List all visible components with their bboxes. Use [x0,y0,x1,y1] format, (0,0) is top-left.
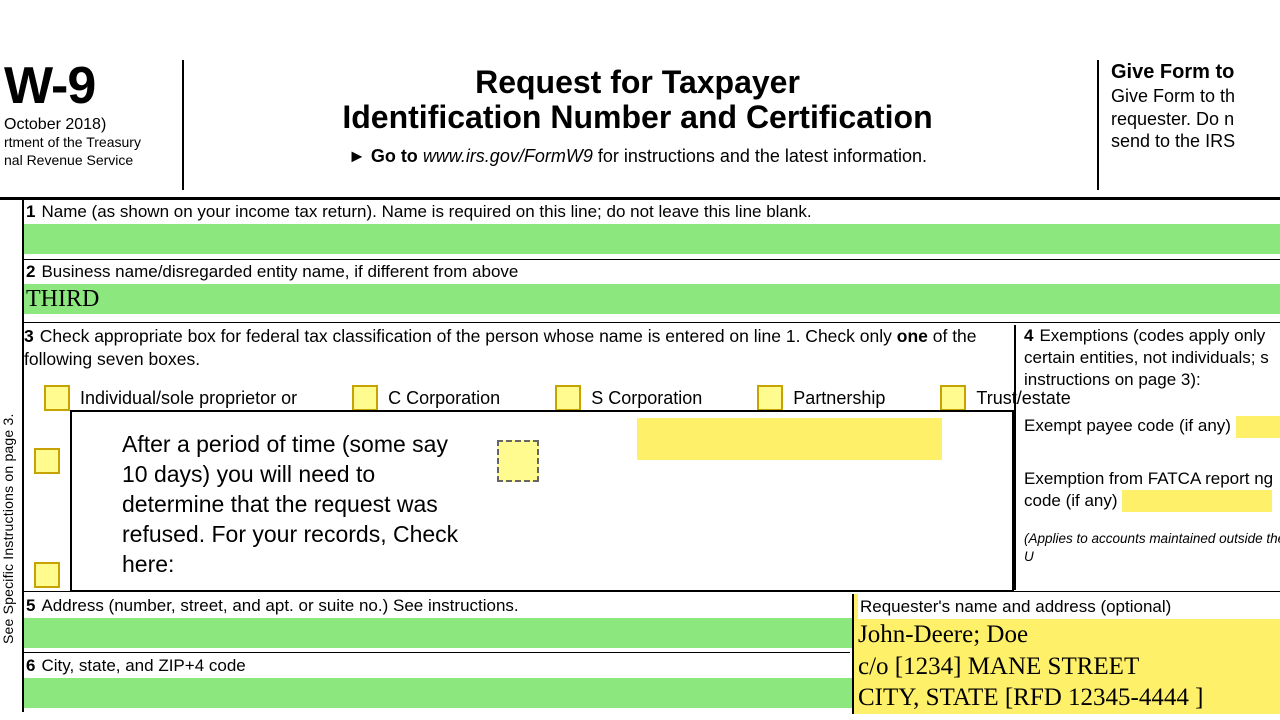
requester-box[interactable]: Requester's name and address (optional) … [852,594,1280,714]
classification-row: Individual/sole proprietor or C Corporat… [34,385,1111,411]
opt-partnership[interactable]: Partnership [747,385,885,411]
fatca-field[interactable] [1122,490,1272,512]
line-5-label: 5 Address (number, street, and apt. or su… [24,594,850,618]
dept-line-2: nal Revenue Service [4,152,182,170]
opt-ccorp[interactable]: C Corporation [342,385,500,411]
form-title-2: Identification Number and Certification [180,99,1095,136]
rule-2-3 [24,322,1280,323]
vertical-instructions: See Specific Instructions on page 3. [0,204,22,648]
callout-checkbox[interactable] [497,440,539,482]
header-left: W-9 October 2018) rtment of the Treasury… [0,60,184,190]
opt-ccorp-label: C Corporation [388,388,500,408]
checkbox-trust[interactable] [940,385,966,411]
checkbox-individual[interactable] [44,385,70,411]
line-4: 4Exemptions (codes apply only certain en… [1014,325,1280,590]
line-6-label: 6 City, state, and ZIP+4 code [24,654,850,678]
line-4-num: 4 [1024,326,1033,345]
line-6-num: 6 [26,656,35,675]
exempt-payee-field[interactable] [1236,416,1280,438]
requester-l2: c/o [1234] MANE STREET [858,651,1280,682]
goto-url[interactable]: www.irs.gov/FormW9 [423,146,593,166]
line-3-num: 3 [24,326,34,346]
checkbox-ccorp[interactable] [352,385,378,411]
goto-suffix: for instructions and the latest informat… [593,146,927,166]
requester-l1: John-Deere; Doe [858,619,1280,650]
form-w9-page: W-9 October 2018) rtment of the Treasury… [0,0,1280,720]
arrow-icon: ► Go to [348,146,423,166]
opt-scorp-label: S Corporation [591,388,702,408]
exempt-payee-row: Exempt payee code (if any) [1024,415,1280,438]
line-3-text-a: Check appropriate box for federal tax cl… [40,326,897,346]
give-form-l2: requester. Do n [1111,108,1280,131]
line-3-one: one [897,326,928,346]
line-6: 6 City, state, and ZIP+4 code [24,654,850,708]
line-1: 1 Name (as shown on your income tax retur… [24,200,1280,254]
line-5-num: 5 [26,596,35,615]
line-1-text: Name (as shown on your income tax return… [41,202,811,221]
line-2: 2 Business name/disregarded entity name, … [24,260,1280,314]
line-3: 3 Check appropriate box for federal tax c… [24,325,1012,371]
callout-message: After a period of time (some say 10 days… [122,430,462,579]
form-revision: October 2018) [4,116,182,134]
exempt-payee-label: Exempt payee code (if any) [1024,416,1231,435]
dept-line-1: rtment of the Treasury [4,134,182,152]
line-1-num: 1 [26,202,35,221]
opt-individual-label: Individual/sole proprietor or [80,388,297,408]
give-form-bold: Give Form to [1111,60,1280,85]
rule-5-6 [24,652,850,653]
callout-box: After a period of time (some say 10 days… [70,410,1014,592]
line-5: 5 Address (number, street, and apt. or su… [24,594,850,648]
requester-l3: CITY, STATE [RFD 12345-4444 ] [858,682,1280,713]
name-input[interactable] [24,224,1280,254]
checkbox-partnership[interactable] [757,385,783,411]
fatca-note: (Applies to accounts maintained outside … [1024,530,1280,565]
opt-scorp[interactable]: S Corporation [545,385,702,411]
opt-individual[interactable]: Individual/sole proprietor or [34,385,297,411]
checkbox-row-2[interactable] [34,448,60,474]
fatca-label-2: code (if any) [1024,491,1118,510]
goto-line: ► Go to www.irs.gov/FormW9 for instructi… [180,146,1095,167]
line-4-text: 4Exemptions (codes apply only certain en… [1024,325,1280,391]
line-2-label: 2 Business name/disregarded entity name, … [24,260,1280,284]
checkbox-scorp[interactable] [555,385,581,411]
fatca-row: Exemption from FATCA report ng code (if … [1024,468,1280,513]
give-form-l3: send to the IRS [1111,130,1280,153]
form-header: W-9 October 2018) rtment of the Treasury… [0,60,1280,200]
callout-yellow-field[interactable] [637,418,942,460]
give-form-l1: Give Form to th [1111,85,1280,108]
requester-header: Requester's name and address (optional) [858,594,1280,619]
line-3-text: 3 Check appropriate box for federal tax c… [24,325,1012,371]
city-state-zip-input[interactable] [24,678,854,708]
checkbox-row-3[interactable] [34,562,60,588]
fatca-label-1: Exemption from FATCA report ng [1024,469,1273,488]
line-1-label: 1 Name (as shown on your income tax retur… [24,200,1280,224]
line-6-text: City, state, and ZIP+4 code [41,656,245,675]
line-4-body: Exemptions (codes apply only certain ent… [1024,326,1269,389]
header-center: Request for Taxpayer Identification Numb… [180,60,1095,167]
line-2-num: 2 [26,262,35,281]
line-5-text: Address (number, street, and apt. or sui… [41,596,518,615]
address-input[interactable] [24,618,854,648]
opt-partnership-label: Partnership [793,388,885,408]
header-right: Give Form to Give Form to th requester. … [1097,60,1280,190]
line-2-text: Business name/disregarded entity name, i… [41,262,518,281]
form-title-1: Request for Taxpayer [180,64,1095,101]
business-name-input[interactable] [24,284,1280,314]
form-name: W-9 [4,60,182,112]
